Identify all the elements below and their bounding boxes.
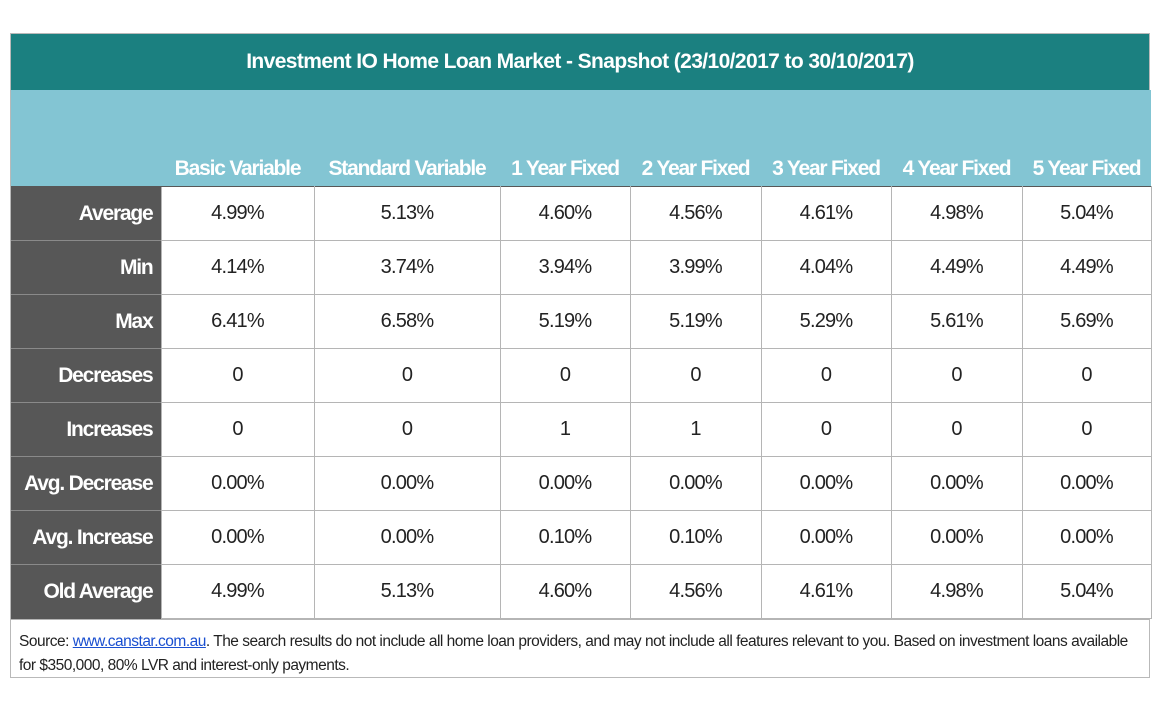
source-link[interactable]: www.canstar.com.au <box>72 633 207 650</box>
snapshot-table-card: Investment IO Home Loan Market - Snapsho… <box>10 33 1152 678</box>
rates-table: Basic Variable Standard Variable 1 Year … <box>11 90 1152 619</box>
value-cell: 6.58% <box>313 294 501 349</box>
column-header: 4 Year Fixed <box>891 90 1022 187</box>
row-label: Min <box>11 240 161 295</box>
value-cell: 0.00% <box>313 510 501 565</box>
table-row: Old Average 4.99% 5.13% 4.60% 4.56% 4.61% 4.98… <box>11 564 1152 619</box>
corner-header-cell <box>11 90 161 187</box>
value-cell: 0.00% <box>160 510 315 565</box>
value-cell: 0 <box>499 348 631 403</box>
value-cell: 0.00% <box>890 456 1023 511</box>
table-row: Min 4.14% 3.74% 3.94% 3.99% 4.04% 4.49% 4.49% <box>11 240 1152 295</box>
table-row: Increases 0 0 1 1 0 0 0 <box>11 402 1152 457</box>
value-cell: 4.49% <box>890 240 1023 295</box>
value-cell: 1 <box>629 402 762 457</box>
value-cell: 0 <box>313 402 501 457</box>
value-cell: 0.00% <box>760 510 892 565</box>
value-cell: 5.13% <box>313 186 501 241</box>
value-cell: 4.14% <box>160 240 315 295</box>
value-cell: 5.19% <box>629 294 762 349</box>
value-cell: 4.04% <box>760 240 892 295</box>
value-cell: 4.61% <box>760 564 892 619</box>
table-row: Avg. Increase 0.00% 0.00% 0.10% 0.10% 0.00% 0.… <box>11 510 1152 565</box>
table-row: Decreases 0 0 0 0 0 0 0 <box>11 348 1152 403</box>
source-disclaimer: . The search results do not include all … <box>19 633 1128 674</box>
value-cell: 0.00% <box>890 510 1023 565</box>
value-cell: 0.00% <box>160 456 315 511</box>
value-cell: 4.60% <box>499 186 631 241</box>
value-cell: 5.61% <box>890 294 1023 349</box>
value-cell: 5.04% <box>1021 564 1152 619</box>
row-label: Increases <box>11 402 161 457</box>
table-row: Avg. Decrease 0.00% 0.00% 0.00% 0.00% 0.00% 0.… <box>11 456 1152 511</box>
value-cell: 6.41% <box>160 294 315 349</box>
source-prefix: Source: <box>19 633 73 650</box>
value-cell: 3.99% <box>629 240 762 295</box>
table-row: Max 6.41% 6.58% 5.19% 5.19% 5.29% 5.61% 5.69% <box>11 294 1152 349</box>
value-cell: 4.49% <box>1021 240 1152 295</box>
table-title: Investment IO Home Loan Market - Snapsho… <box>11 34 1149 90</box>
value-cell: 5.19% <box>499 294 631 349</box>
value-cell: 5.04% <box>1021 186 1152 241</box>
source-note: Source: www.canstar.com.au. The search r… <box>11 619 1149 677</box>
value-cell: 4.98% <box>890 564 1023 619</box>
value-cell: 4.98% <box>890 186 1023 241</box>
value-cell: 0 <box>760 402 892 457</box>
value-cell: 0 <box>313 348 501 403</box>
column-header: 3 Year Fixed <box>761 90 891 187</box>
column-header: Standard Variable <box>314 90 500 187</box>
value-cell: 5.29% <box>760 294 892 349</box>
value-cell: 0.00% <box>1021 456 1152 511</box>
value-cell: 0.00% <box>760 456 892 511</box>
value-cell: 0.00% <box>1021 510 1152 565</box>
value-cell: 0.10% <box>499 510 631 565</box>
value-cell: 3.74% <box>313 240 501 295</box>
table-row: Average 4.99% 5.13% 4.60% 4.56% 4.61% 4.98% 5.0… <box>11 186 1152 241</box>
row-label: Avg. Increase <box>11 510 161 565</box>
row-label: Max <box>11 294 161 349</box>
value-cell: 0 <box>1021 348 1152 403</box>
value-cell: 4.99% <box>160 186 315 241</box>
value-cell: 5.69% <box>1021 294 1152 349</box>
table-body: Average 4.99% 5.13% 4.60% 4.56% 4.61% 4.98% 5.0… <box>11 186 1152 619</box>
value-cell: 0 <box>890 402 1023 457</box>
value-cell: 4.56% <box>629 186 762 241</box>
column-header: 1 Year Fixed <box>500 90 630 187</box>
value-cell: 0.00% <box>629 456 762 511</box>
value-cell: 4.56% <box>629 564 762 619</box>
value-cell: 4.60% <box>499 564 631 619</box>
value-cell: 0 <box>629 348 762 403</box>
value-cell: 4.99% <box>160 564 315 619</box>
column-header-row: Basic Variable Standard Variable 1 Year … <box>11 90 1151 187</box>
column-header: Basic Variable <box>161 90 314 187</box>
value-cell: 0.00% <box>499 456 631 511</box>
value-cell: 3.94% <box>499 240 631 295</box>
column-header: 2 Year Fixed <box>630 90 761 187</box>
value-cell: 4.61% <box>760 186 892 241</box>
value-cell: 0.00% <box>313 456 501 511</box>
value-cell: 0.10% <box>629 510 762 565</box>
row-label: Avg. Decrease <box>11 456 161 511</box>
row-label: Old Average <box>11 564 161 619</box>
value-cell: 0 <box>1021 402 1152 457</box>
row-label: Decreases <box>11 348 161 403</box>
value-cell: 0 <box>890 348 1023 403</box>
row-label: Average <box>11 186 161 241</box>
value-cell: 0 <box>160 348 315 403</box>
column-header: 5 Year Fixed <box>1022 90 1151 187</box>
value-cell: 5.13% <box>313 564 501 619</box>
value-cell: 0 <box>160 402 315 457</box>
value-cell: 0 <box>760 348 892 403</box>
value-cell: 1 <box>499 402 631 457</box>
